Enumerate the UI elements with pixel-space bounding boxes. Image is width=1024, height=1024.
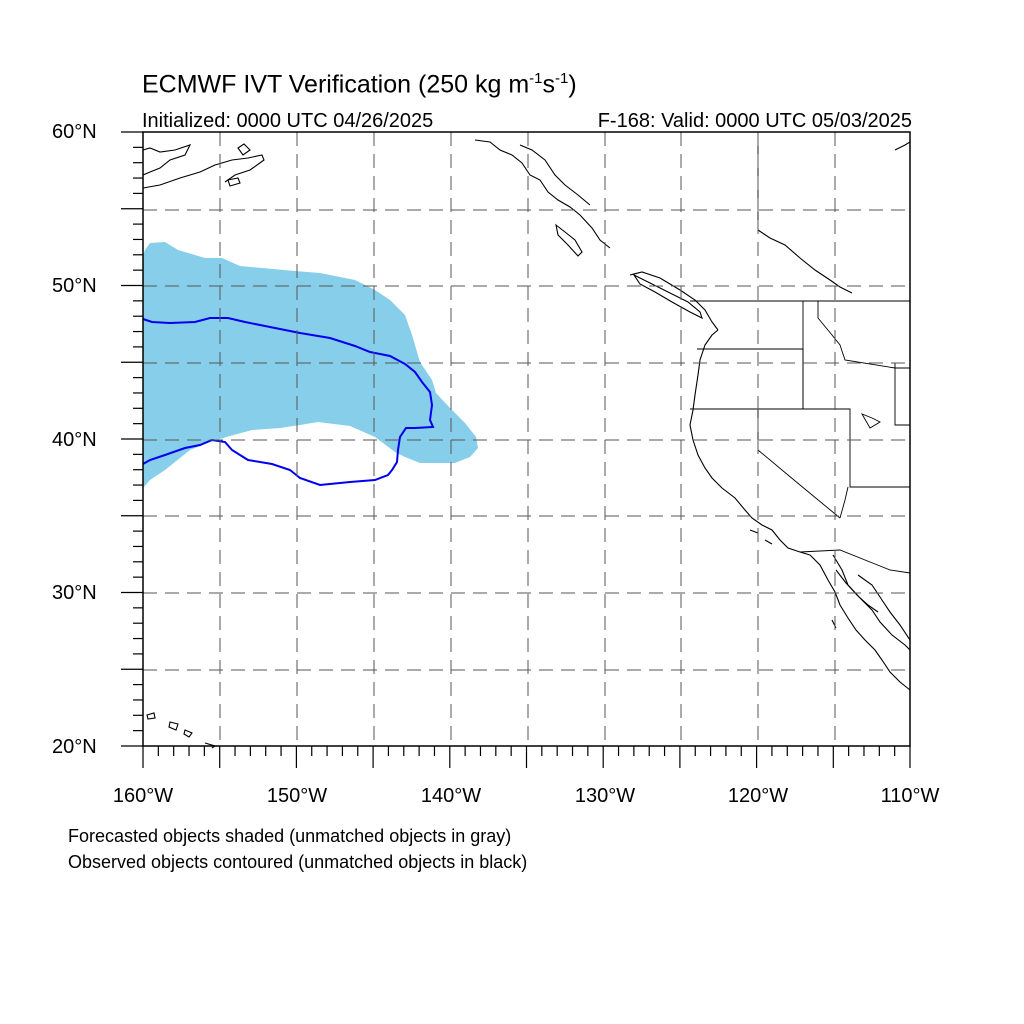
legend-note-observed: Observed objects contoured (unmatched ob… <box>68 852 528 872</box>
map-frame <box>142 131 911 747</box>
coastlines <box>142 139 911 749</box>
initialized-time: Initialized: 0000 UTC 04/26/2025 <box>142 110 434 132</box>
observed-ivt-contour <box>142 317 435 487</box>
lat-label-60n: 60°N <box>52 121 97 143</box>
forecast-ivt-object <box>143 242 478 488</box>
lat-label-30n: 30°N <box>52 582 97 604</box>
graticule <box>143 132 910 746</box>
axis-ticks <box>121 131 911 768</box>
lon-label-140w: 140°W <box>420 785 482 807</box>
lat-label-50n: 50°N <box>52 275 97 297</box>
legend-note-forecast: Forecasted objects shaded (unmatched obj… <box>68 826 512 846</box>
valid-time: F-168: Valid: 0000 UTC 05/03/2025 <box>597 110 912 132</box>
lat-label-40n: 40°N <box>52 429 97 451</box>
political-borders <box>690 132 911 574</box>
lon-label-150w: 150°W <box>266 785 328 807</box>
lon-label-120w: 120°W <box>727 785 789 807</box>
lon-label-160w: 160°W <box>112 785 174 807</box>
lon-label-130w: 130°W <box>574 785 636 807</box>
lon-label-110w: 110°W <box>880 785 940 807</box>
lat-label-20n: 20°N <box>52 736 97 758</box>
map-title: ECMWF IVT Verification (250 kg m-1s-1) <box>142 70 577 99</box>
